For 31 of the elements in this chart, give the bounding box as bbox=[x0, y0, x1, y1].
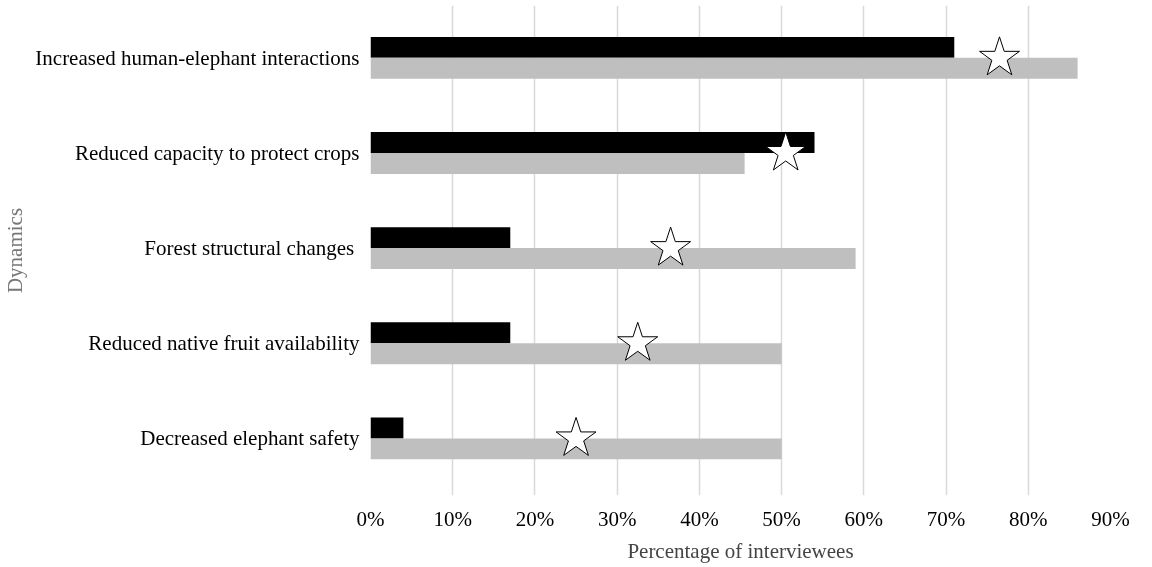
x-tick-label: 90% bbox=[1091, 506, 1130, 531]
bar bbox=[370, 343, 782, 365]
y-tick-label: Decreased elephant safety bbox=[140, 426, 360, 451]
x-tick-label: 80% bbox=[1009, 506, 1048, 531]
bar bbox=[370, 417, 404, 439]
y-tick-label: Increased human-elephant interactions bbox=[35, 45, 360, 70]
y-tick-label: Reduced capacity to protect crops bbox=[74, 140, 360, 165]
x-tick-label: 10% bbox=[433, 506, 472, 531]
x-tick-label: 50% bbox=[762, 506, 801, 531]
y-axis-title: Dynamics bbox=[3, 207, 28, 294]
point bbox=[617, 321, 659, 361]
x-tick-label: 40% bbox=[680, 506, 719, 531]
y-tick-label: Forest structural changes bbox=[144, 236, 355, 261]
bar bbox=[370, 227, 511, 249]
point bbox=[555, 416, 597, 456]
bar bbox=[370, 152, 745, 174]
x-tick-label: 0% bbox=[356, 506, 385, 531]
point bbox=[979, 36, 1020, 76]
point bbox=[765, 131, 807, 171]
x-tick-label: 70% bbox=[926, 506, 966, 531]
x-axis-title: Percentage of interviewees bbox=[627, 538, 854, 563]
bar bbox=[370, 36, 955, 58]
x-tick-label: 20% bbox=[515, 506, 555, 531]
x-tick-label: 30% bbox=[597, 506, 637, 531]
bar bbox=[370, 322, 511, 344]
bar bbox=[370, 248, 856, 270]
y-tick-label: Reduced native fruit availability bbox=[88, 331, 360, 356]
point bbox=[650, 226, 692, 266]
bar bbox=[370, 438, 782, 460]
x-tick-label: 60% bbox=[844, 506, 884, 531]
bar bbox=[370, 57, 1078, 79]
